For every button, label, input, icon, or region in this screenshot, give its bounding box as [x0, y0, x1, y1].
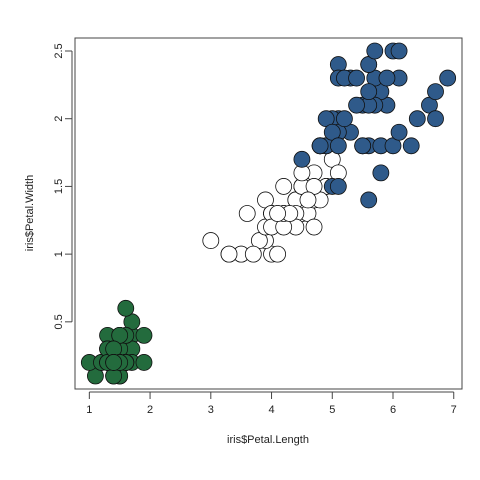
point: [366, 42, 384, 60]
point: [427, 110, 444, 128]
point: [293, 150, 311, 168]
point: [305, 218, 323, 236]
point: [348, 69, 365, 87]
y-tick-label: 2.5: [53, 43, 65, 58]
point: [360, 191, 378, 209]
y-tick-label: 2: [53, 116, 65, 122]
point: [135, 354, 153, 371]
x-axis-label: iris$Petal.Length: [227, 434, 309, 446]
point: [244, 245, 262, 263]
y-tick-label: 1.5: [53, 179, 65, 194]
point: [269, 245, 287, 263]
x-tick-label: 1: [86, 404, 92, 416]
point: [275, 178, 293, 195]
point: [329, 137, 347, 155]
point: [220, 245, 238, 263]
point: [390, 123, 408, 141]
point: [269, 205, 287, 222]
point: [354, 137, 372, 155]
point: [329, 178, 347, 195]
x-tick-label: 2: [147, 404, 153, 416]
point: [105, 354, 123, 371]
point: [336, 110, 353, 128]
x-tick-label: 6: [390, 404, 396, 416]
point: [202, 232, 220, 249]
point: [372, 164, 390, 182]
x-tick-label: 3: [208, 404, 214, 416]
point: [402, 137, 420, 155]
x-tick-label: 4: [268, 404, 274, 416]
plot-box: [74, 37, 463, 390]
point: [299, 191, 317, 209]
point: [390, 42, 408, 60]
point: [427, 83, 444, 101]
point: [311, 137, 329, 155]
y-tick-label: 1: [53, 251, 65, 257]
point: [439, 69, 457, 87]
point: [360, 83, 378, 101]
point: [378, 69, 396, 87]
point: [135, 326, 153, 344]
x-tick-label: 5: [329, 404, 335, 416]
y-tick-label: 0.5: [53, 314, 65, 329]
point: [238, 205, 256, 222]
point: [408, 110, 426, 128]
point: [348, 96, 365, 114]
x-tick-label: 7: [451, 404, 457, 416]
y-axis-label: iris$Petal.Width: [24, 175, 36, 251]
point: [117, 299, 135, 317]
